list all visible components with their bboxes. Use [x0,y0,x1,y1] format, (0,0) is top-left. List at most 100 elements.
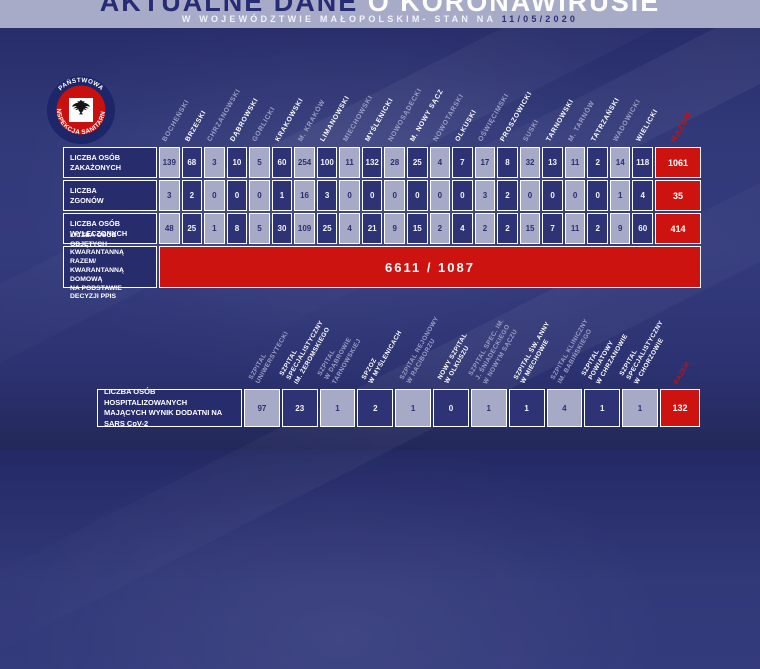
district-column-label: SUSKI [522,118,541,144]
district-header-cell: OŚWIĘCIMSKI [475,57,510,146]
value-cell: 97 [244,389,280,427]
value-cell: 9 [609,213,631,244]
district-header-cell: BRZESKI [182,57,207,146]
hospital-header-cell: SZPITAL POWIATOWY W CHRZANOWIE [581,299,630,388]
hospitals-table: LICZBA OSÓB HOSPITALIZOWANYCH MAJĄCYCH W… [97,387,700,428]
row-label-hospitalized: LICZBA OSÓB HOSPITALIZOWANYCH MAJĄCYCH W… [97,387,242,428]
value-cell: 2 [497,180,518,211]
value-cell: 0 [249,180,270,211]
value-cell: 1 [508,389,545,427]
value-cell: 1 [271,180,293,211]
value-cell: 23 [281,389,318,427]
value-cell: 4 [546,389,583,427]
value-cell: 3 [474,180,496,211]
value-cell: 15 [519,213,541,244]
district-header-cell: MIECHOWSKI [339,57,374,146]
value-cell: 10 [226,147,248,178]
value-cell: 2 [587,213,608,244]
hospital-header-cell: SZPITAL SPECJALISTYCZNY W CHORZOWIE [618,299,665,388]
subtitle-text: W WOJEWÓDZTWIE MAŁOPOLSKIM- STAN NA [181,14,502,24]
value-cell: 4 [339,213,360,244]
hospital-header-cell: SZPITAL KLINICZNY IM. BABIŃSKIEGO [547,299,594,388]
hospital-header-cell: NOWY SZPITAL W OLKUSZU [433,299,471,388]
value-cell: 0 [407,180,428,211]
district-header-cell: SUSKI [520,57,541,146]
quarantine-value: 6611 / 1087 [159,246,701,288]
district-header-cell: M. KRAKÓW [294,57,327,146]
district-header-cell: NOWOTARSKI [430,57,465,146]
value-cell: 2 [181,180,203,211]
value-cell: 28 [384,147,406,178]
hospitalized-total: 132 [660,389,700,427]
deaths-row: LICZBA ZGONÓW 3 2 0 0 0 1 16 3 0 0 0 0 0 0 3 2 0 0 0 0 1 4 35 [63,180,701,211]
value-cell: 132 [361,147,383,178]
value-cell: 0 [587,180,608,211]
value-cell: 0 [433,389,469,427]
page-subtitle: W WOJEWÓDZTWIE MAŁOPOLSKIM- STAN NA 11/0… [0,14,760,24]
value-cell: 0 [519,180,541,211]
hospitalized-row: LICZBA OSÓB HOSPITALIZOWANYCH MAJĄCYCH W… [97,387,700,428]
value-cell: 9 [384,213,406,244]
value-cell: 0 [429,180,451,211]
value-cell: 4 [429,147,451,178]
value-cell: 2 [474,213,496,244]
hospital-header-cell: SZPITAL UNIWERSYTECKI [244,299,290,388]
hospital-header-cell: SZPITAL REJONOWY W RACIBORZU [395,299,441,388]
value-cell: 13 [542,147,563,178]
value-cell: 109 [294,213,315,244]
hospital-header-cell: SZPITAL SPEC. IM. J. ŚNIADECKIEGO W NOWY… [467,299,518,388]
infected-row: LICZBA OSÓB ZAKAŻONYCH 139 68 3 10 5 60 254 100… [63,147,701,178]
report-date: 11/05/2020 [501,14,579,24]
value-cell: 68 [181,147,203,178]
value-cell: 0 [361,180,383,211]
value-cell: 7 [452,147,473,178]
value-cell: 0 [226,180,248,211]
quarantine-row: LICZBA OSÓB OBJĘTYCH KWARANTANNĄ RAZEM/ … [63,232,701,300]
value-cell: 0 [542,180,563,211]
value-cell: 8 [226,213,248,244]
district-header-cell: TATRZAŃSKI [587,57,621,146]
eagle-icon [71,100,91,115]
page-title-dark: AKTUALNE DANE [99,0,368,17]
value-cell: 0 [339,180,360,211]
value-cell: 2 [497,213,518,244]
district-razem-header-cell: RAZEM [655,57,701,146]
district-header-cell: NOWOSĄDECKI [384,57,423,146]
district-header-cell: DĄBROWSKI [227,57,260,146]
value-cell: 15 [407,213,428,244]
value-cell: 5 [249,147,270,178]
hospital-header-cell: SPZOZ W MYŚLENICACH [357,299,404,388]
row-label-quarantine: LICZBA OSÓB OBJĘTYCH KWARANTANNĄ RAZEM/ … [63,232,157,300]
value-cell: 118 [632,147,654,178]
hospital-header-cells: SZPITAL UNIWERSYTECKI SZPITAL SPECJALISTY… [244,299,665,388]
hospital-header-cell: SZPITAL W DĄBROWIE TARNOWSKIEJ [316,299,362,388]
value-cell: 1 [204,213,225,244]
district-header-cell: M. NOWY SĄCZ [407,57,446,146]
value-cell: 4 [452,213,473,244]
value-cell: 2 [587,147,608,178]
value-cell: 5 [249,213,270,244]
value-cell: 3 [159,180,180,211]
district-header-spacer [63,57,157,146]
district-header-cell: LIMANOWSKI [317,57,351,146]
hospital-razem-label: RAZEM [672,360,692,386]
district-header-cell: CHRZANOWSKI [204,57,243,146]
page-title-light: O KORONAWIRUSIE [367,0,661,17]
row-label-deaths: LICZBA ZGONÓW [63,180,157,211]
hospital-column-label: SZPITAL W DĄBROWIE TARNOWSKIEJ [315,336,362,386]
value-cell: 11 [339,147,360,178]
value-cell: 25 [316,213,338,244]
value-cell: 3 [316,180,338,211]
recovered-row: LICZBA OSÓB WYLECZONYCH 48 25 1 8 5 30 109 25 4 2… [63,213,701,244]
hospital-header-cell: SZPITAL SPECJALISTYCZNY IM. ŻEROMSKIEGO [278,299,331,388]
value-cell: 30 [271,213,293,244]
value-cell: 139 [159,147,180,178]
value-cell: 0 [384,180,406,211]
value-cell: 2 [357,389,394,427]
district-header-cell: BOCHEŃSKI [159,57,192,146]
value-cell: 0 [452,180,473,211]
header-banner: AKTUALNE DANE O KORONAWIRUSIE W WOJEWÓDZ… [0,0,760,28]
district-header-cell: WADOWICKI [610,57,643,146]
value-cell: 3 [204,147,225,178]
value-cell: 7 [542,213,563,244]
